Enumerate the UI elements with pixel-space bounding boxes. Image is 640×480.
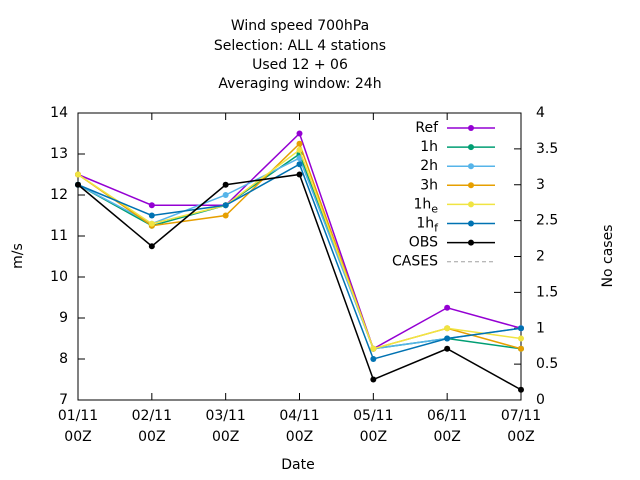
y2-tick-label: 1.5 <box>536 284 558 300</box>
y2-tick-label: 2 <box>536 249 545 265</box>
series-point <box>148 243 155 250</box>
legend-label: OBS <box>409 235 438 251</box>
series-point <box>296 130 303 137</box>
legend-label: 1h <box>420 139 438 155</box>
series-point <box>148 220 155 227</box>
y-tick-label: 10 <box>50 269 68 285</box>
series-line <box>77 157 522 350</box>
chart-title: Wind speed 700hPa <box>231 18 369 34</box>
legend-marker <box>468 125 474 131</box>
x-tick-label: 00Z <box>360 429 387 445</box>
x-tick-label: 02/11 <box>132 408 172 424</box>
legend-marker <box>468 182 474 189</box>
legend-label: 1h <box>420 139 438 155</box>
series-line <box>77 148 522 350</box>
legend-marker <box>468 220 474 227</box>
x-tick-label: 00Z <box>138 429 165 445</box>
y2-tick-label: 3 <box>536 177 545 193</box>
chart-title: Selection: ALL 4 stations <box>214 38 386 54</box>
legend-label: 1he <box>413 196 438 215</box>
y2-tick-label: 4 <box>536 105 545 121</box>
y2-tick-label: 0.5 <box>536 356 558 372</box>
legend-label: OBS <box>409 235 438 251</box>
series-point <box>370 376 377 383</box>
y-tick-label: 7 <box>59 392 68 408</box>
x-tick-label: 07/11 <box>501 408 541 424</box>
x-tick-label: 00Z <box>507 429 534 445</box>
series-point <box>444 335 451 342</box>
x-tick-label: 00Z <box>433 429 460 445</box>
legend-label: 1h <box>416 216 434 232</box>
legend-label: Ref <box>415 120 439 136</box>
x-tick-label: 00Z <box>64 429 91 445</box>
series-point <box>296 146 303 153</box>
legend-label: Ref <box>415 120 439 136</box>
series-point <box>75 171 81 178</box>
series-point <box>222 181 229 188</box>
legend-marker <box>468 201 474 208</box>
y2-tick-label: 3.5 <box>536 141 558 157</box>
series-point <box>296 161 303 168</box>
y-tick-label: 13 <box>50 146 68 162</box>
legend-label: f <box>434 222 439 235</box>
y2-axis-label: No cases <box>600 225 616 288</box>
series-point <box>518 345 524 352</box>
series-point <box>444 345 451 352</box>
legend-marker <box>468 163 474 170</box>
series-point <box>518 386 524 393</box>
legend-label: CASES <box>392 254 438 270</box>
series-point <box>148 202 155 209</box>
x-tick-label: 04/11 <box>279 408 319 424</box>
series-line <box>77 173 522 391</box>
legend-marker <box>468 144 474 151</box>
legend-label: 3h <box>420 177 438 193</box>
legend-label: 1hf <box>416 216 439 235</box>
legend-label: CASES <box>392 254 438 270</box>
x-tick-label: 05/11 <box>353 408 393 424</box>
legend-label: 2h <box>420 158 438 174</box>
series-point <box>296 140 303 147</box>
legend-marker <box>468 239 474 246</box>
y-tick-label: 9 <box>59 310 68 326</box>
y2-tick-label: 0 <box>536 392 545 408</box>
legend-label: 1h <box>413 196 431 212</box>
y-tick-label: 11 <box>50 228 68 244</box>
series-point <box>370 345 377 352</box>
chart-title: Averaging window: 24h <box>218 76 381 92</box>
series-point <box>518 335 524 342</box>
chart-title: Used 12 + 06 <box>252 57 348 73</box>
series-point <box>222 202 229 209</box>
series-point <box>222 212 229 219</box>
legend-label: 2h <box>420 158 438 174</box>
y-tick-label: 8 <box>59 351 68 367</box>
y2-tick-label: 1 <box>536 320 545 336</box>
series-line <box>77 152 522 350</box>
x-tick-label: 03/11 <box>205 408 245 424</box>
series-point <box>444 325 451 332</box>
legend-label: e <box>431 202 438 215</box>
series-point <box>222 192 229 198</box>
x-tick-label: 01/11 <box>58 408 98 424</box>
series-point <box>444 304 451 311</box>
x-tick-label: 00Z <box>212 429 239 445</box>
x-tick-label: 06/11 <box>427 408 467 424</box>
y-tick-label: 12 <box>50 187 68 203</box>
x-tick-label: 00Z <box>286 429 313 445</box>
series-point <box>296 171 303 178</box>
series-point <box>370 356 377 362</box>
series-point <box>296 155 303 162</box>
x-axis-label: Date <box>281 457 314 473</box>
legend-label: 3h <box>420 177 438 193</box>
y2-tick-label: 2.5 <box>536 213 558 229</box>
series-point <box>75 181 81 188</box>
series-point <box>148 212 155 219</box>
y-tick-label: 14 <box>50 105 68 121</box>
series-point <box>518 325 524 332</box>
y-axis-label: m/s <box>10 243 26 269</box>
